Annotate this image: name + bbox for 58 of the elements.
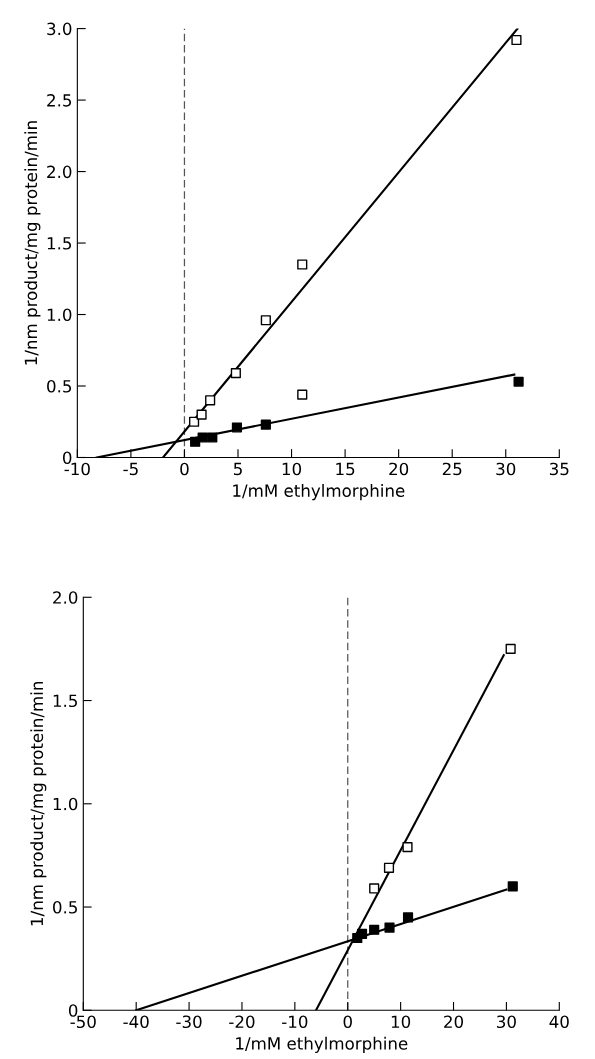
y-tick-label: 1.0 — [47, 308, 72, 322]
x-tick-label: 5 — [233, 462, 242, 476]
point — [230, 368, 241, 379]
point — [369, 883, 380, 894]
point — [189, 416, 200, 427]
point — [402, 912, 414, 923]
x-tick-label: 0 — [180, 462, 189, 476]
y-tick-label: 1.5 — [47, 237, 72, 250]
point — [507, 881, 518, 892]
x-tick-label: 20 — [444, 1015, 464, 1029]
y-tick-label: 2.0 — [53, 591, 78, 604]
x-tick-label: 35 — [549, 462, 569, 476]
y-tick-label: 0 — [62, 451, 72, 465]
y-tick-label: 3.0 — [47, 22, 72, 36]
y-tick-label: 0 — [68, 1004, 78, 1017]
point — [513, 376, 524, 387]
x-tick-label: 30 — [496, 462, 516, 476]
point — [383, 862, 395, 873]
x-tick-label: -10 — [282, 1015, 308, 1029]
point — [297, 259, 308, 270]
y-tick-label: 1.5 — [53, 694, 77, 708]
x-tick-label: 40 — [549, 1015, 569, 1029]
point — [297, 389, 308, 400]
x-tick-label: -50 — [70, 1015, 96, 1029]
y-tick-label: 0.5 — [47, 379, 72, 393]
x-tick-label: 20 — [389, 462, 409, 476]
x-tick-label: 10 — [391, 1015, 411, 1029]
point — [505, 643, 516, 654]
y-tick-label: 2.0 — [47, 165, 72, 179]
point — [260, 315, 271, 326]
y-tick-label: 0.5 — [53, 901, 77, 914]
point — [207, 432, 218, 443]
x-tick-label: -20 — [229, 1015, 255, 1029]
point — [511, 34, 522, 46]
x-tick-label: -30 — [176, 1015, 202, 1029]
point — [384, 922, 395, 933]
y-tick-label: 1.0 — [53, 797, 78, 811]
x-tick-label: 0 — [343, 1015, 352, 1029]
x-tick-label: -10 — [64, 462, 90, 476]
point — [369, 924, 380, 935]
point — [231, 422, 243, 433]
x-tick-label: 25 — [442, 462, 462, 476]
x-axis-title: 1/mM ethylmorphine — [236, 1036, 408, 1053]
point — [356, 928, 368, 939]
x-tick-label: -40 — [123, 1015, 149, 1029]
x-tick-label: 10 — [282, 462, 302, 476]
point — [197, 432, 208, 443]
x-tick-label: 30 — [497, 1015, 516, 1029]
point — [402, 842, 413, 853]
y-axis-title: 1/nm product/mg protein/min — [30, 681, 47, 926]
point — [205, 395, 216, 406]
point — [260, 419, 271, 430]
point — [196, 409, 207, 420]
x-tick-label: -5 — [123, 462, 138, 476]
y-tick-label: 2.5 — [47, 94, 72, 107]
x-axis-title: 1/mM ethylmorphine — [233, 484, 405, 501]
y-axis-title: 1/nm product/mg protein/min — [24, 121, 41, 365]
x-tick-label: 15 — [336, 462, 355, 476]
